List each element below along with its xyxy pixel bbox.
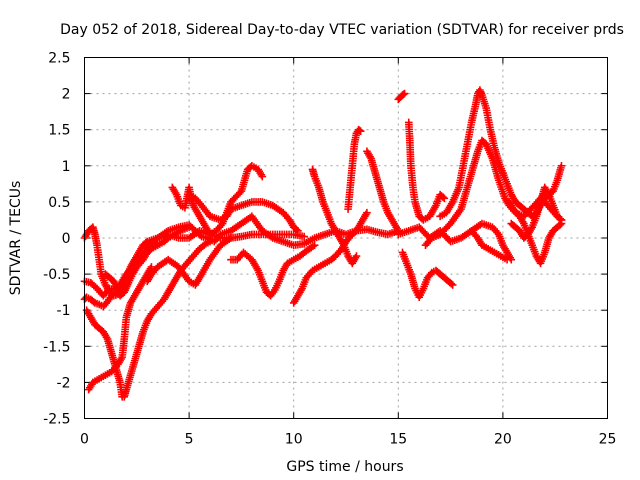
data-point-marker <box>185 223 193 231</box>
y-tick-label: -0.5 <box>43 267 70 283</box>
data-point-marker <box>206 237 214 246</box>
data-point-marker <box>147 263 156 271</box>
series-arc-3 <box>82 237 214 401</box>
series-arc-9 <box>185 190 302 235</box>
x-tick-label: 15 <box>389 432 407 448</box>
series-arc-24 <box>507 183 566 242</box>
data-point-marker <box>356 127 365 135</box>
plot-frame <box>84 57 608 419</box>
y-tick-label: 1.5 <box>48 123 70 139</box>
series-arc-11 <box>289 208 371 307</box>
data-points <box>80 86 566 401</box>
data-point-marker <box>352 252 361 260</box>
data-point-marker <box>557 162 566 170</box>
data-point-marker <box>363 208 371 217</box>
axis-tick-labels: 0 5 10 15 20 25 -2.5 -2 -1.5 -1 -0.5 0 0.5 1 1.5 2 2.5 <box>43 51 616 448</box>
data-point-marker <box>440 194 449 203</box>
y-axis-label: SDTVAR / TECUs <box>8 181 24 296</box>
data-point-marker <box>300 232 308 241</box>
x-tick-label: 25 <box>599 432 617 448</box>
series-arc-14 <box>363 147 403 235</box>
y-tick-label: 0 <box>62 231 71 247</box>
data-point-marker <box>400 89 409 98</box>
x-tick-label: 10 <box>285 432 303 448</box>
series-arc-21 <box>467 226 511 264</box>
x-tick-label: 0 <box>80 432 89 448</box>
x-axis-label: GPS time / hours <box>286 459 403 475</box>
series-arc-13 <box>344 125 365 213</box>
series-arc-10 <box>227 241 319 300</box>
series-arc-17 <box>398 248 457 302</box>
data-point-marker <box>227 234 235 242</box>
y-tick-label: 2.5 <box>48 51 70 67</box>
y-tick-label: -2.5 <box>43 412 70 428</box>
data-point-marker <box>310 241 319 250</box>
series-arc-6 <box>101 223 193 300</box>
y-tick-label: 0.5 <box>48 195 70 211</box>
y-tick-label: -1.5 <box>43 339 70 355</box>
series-arc-4 <box>84 263 156 394</box>
data-point-marker <box>258 172 267 181</box>
y-tick-label: -1 <box>57 303 71 319</box>
y-tick-label: 1 <box>62 159 71 175</box>
data-point-marker <box>557 216 566 224</box>
x-tick-label: 20 <box>494 432 512 448</box>
chart-title: Day 052 of 2018, Sidereal Day-to-day VTE… <box>60 22 624 38</box>
x-tick-label: 5 <box>185 432 194 448</box>
y-tick-label: 2 <box>62 87 71 103</box>
series-arc-7 <box>143 234 235 289</box>
series-arc-19 <box>436 86 507 221</box>
series-arc-15 <box>394 89 409 104</box>
data-point-marker <box>503 255 511 264</box>
series-arc-16 <box>404 118 449 224</box>
data-point-marker <box>294 226 302 235</box>
y-tick-label: -2 <box>57 375 71 391</box>
series-arc-12 <box>308 165 361 268</box>
data-point-marker <box>448 281 457 289</box>
